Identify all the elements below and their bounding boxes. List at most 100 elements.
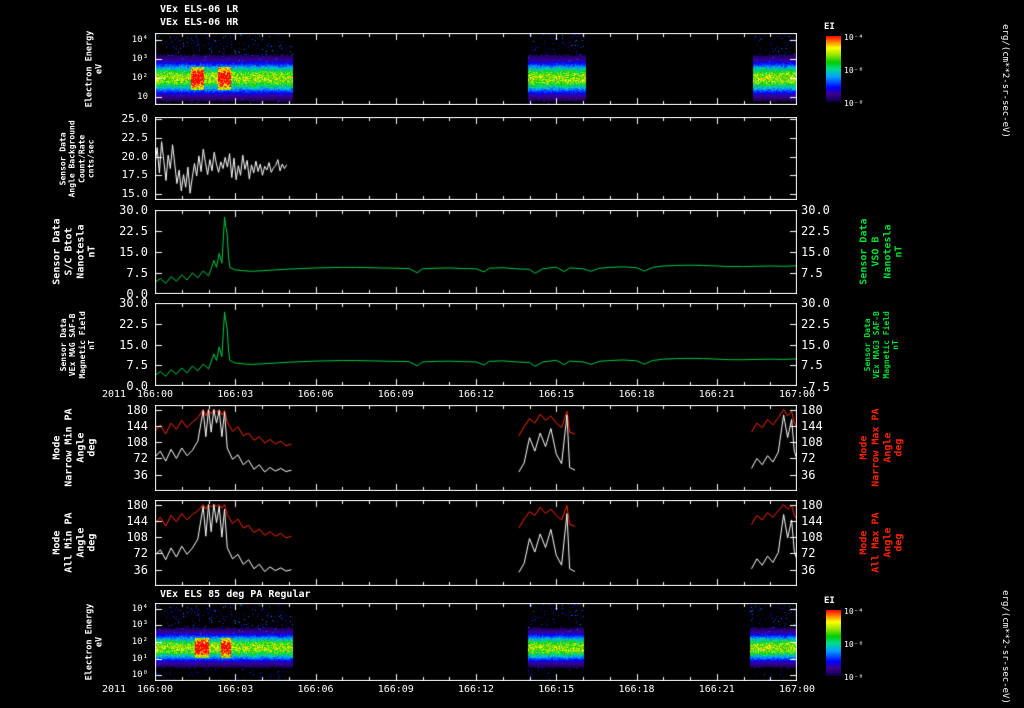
y-tick-label: 7.5 xyxy=(801,266,823,280)
narrow-pa-panel xyxy=(155,405,797,491)
y-axis-label-text: Mode Narrow Max PA Angle deg xyxy=(858,408,905,488)
flux-unit-label-bottom: erg/(cm**2-sr-sec-eV) xyxy=(992,586,1018,708)
colorbar-tick-label: 10⁻⁴ xyxy=(844,33,864,42)
x-tick-label: 167:00 xyxy=(778,389,816,400)
y-tick-label: 10¹ xyxy=(131,653,148,664)
y-tick-label: 22.5 xyxy=(119,224,148,238)
x-tick-label: 166:18 xyxy=(618,684,655,695)
year-label-top: 2011 xyxy=(102,389,127,400)
y-axis-label-mag3-saf-b: Sensor Data VEx MAG3 SAF-B Magnetic Fiel… xyxy=(850,303,914,386)
y-tick-label: 7.5 xyxy=(801,358,823,373)
y-tick-label: 180 xyxy=(801,402,823,417)
x-tick-label: 166:03 xyxy=(217,684,254,695)
x-tick-label: 166:03 xyxy=(217,389,254,400)
y-tick-label: 108 xyxy=(801,530,823,545)
y-tick-label: 30.0 xyxy=(119,296,148,310)
y-tick-label: 108 xyxy=(801,435,823,450)
count-rate-panel xyxy=(155,117,797,200)
y-axis-label-vso-b: Sensor Data VSO B Nanotesla nT xyxy=(850,210,914,294)
y-tick-label: 22.5 xyxy=(801,224,830,238)
x-tick-label: 166:09 xyxy=(377,684,414,695)
y-tick-label: 144 xyxy=(126,513,148,528)
y-tick-label: 7.5 xyxy=(126,358,148,373)
y-tick-label: 0.0 xyxy=(126,379,148,393)
x-tick-label: 166:00 xyxy=(136,684,174,695)
y-tick-label: 22.5 xyxy=(801,316,830,331)
colorbar-title-top: EI xyxy=(824,22,835,32)
y-axis-label-text: Sensor Data VEx MAG SAF-B Magnetic Field… xyxy=(59,310,97,379)
y-tick-label: -7.5 xyxy=(801,380,830,394)
colorbar-tick-label: 10⁻⁶ xyxy=(844,66,864,75)
y-tick-label: 180 xyxy=(126,497,148,512)
y-tick-label: 72 xyxy=(801,451,816,466)
y-tick-label: 72 xyxy=(133,546,148,561)
y-tick-label: 144 xyxy=(801,513,823,528)
y-axis-label-text: Sensor Data S/C Btot Nanotesla nT xyxy=(51,218,98,286)
colorbar-tick-label: 10⁻⁴ xyxy=(844,607,864,616)
y-tick-label: 10² xyxy=(131,73,148,84)
y-tick-label: 10⁰ xyxy=(131,670,148,681)
x-tick-label: 166:09 xyxy=(377,389,414,400)
y-tick-label: 15.0 xyxy=(119,337,148,352)
y-tick-label: 22.5 xyxy=(119,316,148,331)
y-tick-label: 72 xyxy=(133,451,148,466)
x-tick-label: 166:21 xyxy=(698,684,735,695)
x-tick-label: 166:21 xyxy=(698,389,735,400)
y-axis-label-text: Sensor Data VSO B Nanotesla nT xyxy=(858,218,905,286)
y-tick-label: 10⁴ xyxy=(131,34,148,45)
colorbar-title-bottom: EI xyxy=(824,596,835,606)
y-tick-label: 15.0 xyxy=(121,187,149,201)
y-tick-label: 25.0 xyxy=(121,112,149,126)
btot-panel xyxy=(155,210,797,294)
x-tick-label: 166:12 xyxy=(457,684,495,695)
flux-unit-label-top: erg/(cm**2-sr-sec-eV) xyxy=(992,2,1018,160)
mag-saf-b-panel xyxy=(155,303,797,386)
y-tick-label: 36 xyxy=(133,562,148,577)
y-tick-label: 30.0 xyxy=(801,296,830,310)
y-axis-label-text: Mode All Max PA Angle deg xyxy=(858,512,905,574)
y-tick-label: 30.0 xyxy=(119,203,148,217)
y-tick-label: 72 xyxy=(801,546,816,561)
y-tick-label: 30.0 xyxy=(801,203,830,217)
y-tick-label: 15.0 xyxy=(801,245,830,259)
flux-unit-text: erg/(cm**2-sr-sec-eV) xyxy=(1000,24,1011,138)
y-axis-label-all-max-pa: Mode All Max PA Angle deg xyxy=(850,500,914,586)
x-tick-label: 166:00 xyxy=(136,389,174,400)
x-tick-label: 166:06 xyxy=(297,684,334,695)
y-tick-label: 15.0 xyxy=(119,245,148,259)
y-tick-label: 108 xyxy=(126,530,148,545)
y-axis-label-text: Sensor Data VEx MAG3 SAF-B Magnetic Fiel… xyxy=(863,310,901,379)
y-tick-label: 10 xyxy=(137,92,148,103)
y-tick-label: 36 xyxy=(801,467,816,482)
colorbar-top xyxy=(826,36,841,102)
y-tick-label: 180 xyxy=(126,402,148,417)
year-label-bottom: 2011 xyxy=(102,684,127,695)
flux-unit-text: erg/(cm**2-sr-sec-eV) xyxy=(1000,590,1011,704)
y-axis-label-narrow-max-pa: Mode Narrow Max PA Angle deg xyxy=(850,405,914,491)
colorbar-tick-label: 10⁻⁸ xyxy=(844,99,864,108)
x-tick-label: 166:15 xyxy=(538,684,575,695)
y-tick-label: 180 xyxy=(801,497,823,512)
y-tick-label: 144 xyxy=(801,418,823,433)
y-tick-label: 36 xyxy=(801,562,816,577)
colorbar-tick-label: 10⁻⁶ xyxy=(844,640,864,649)
x-tick-label: 166:12 xyxy=(457,389,495,400)
y-axis-label-text: Mode Narrow Min PA Angle deg xyxy=(51,408,98,488)
x-tick-label: 166:18 xyxy=(618,389,655,400)
panel-title-els-hr: VEx ELS-06 HR xyxy=(160,17,239,28)
panel-title-els-lr: VEx ELS-06 LR xyxy=(160,4,239,15)
y-tick-label: 7.5 xyxy=(126,266,148,280)
y-axis-label-text: Sensor Data Angle Background Count/Rate … xyxy=(59,119,97,198)
y-tick-label: 22.5 xyxy=(121,130,149,144)
x-tick-label: 166:06 xyxy=(297,389,334,400)
y-tick-label: 36 xyxy=(133,467,148,482)
y-tick-label: 20.0 xyxy=(121,149,149,163)
colorbar-bottom xyxy=(826,610,841,676)
spectrogram-els85-panel xyxy=(155,603,797,681)
y-tick-label: 10³ xyxy=(131,620,148,631)
colorbar-tick-label: 10⁻⁸ xyxy=(844,673,864,682)
spectrogram-els-lr-hr-panel xyxy=(155,33,797,105)
y-tick-label: 10⁴ xyxy=(131,603,148,614)
x-tick-label: 166:15 xyxy=(538,389,575,400)
